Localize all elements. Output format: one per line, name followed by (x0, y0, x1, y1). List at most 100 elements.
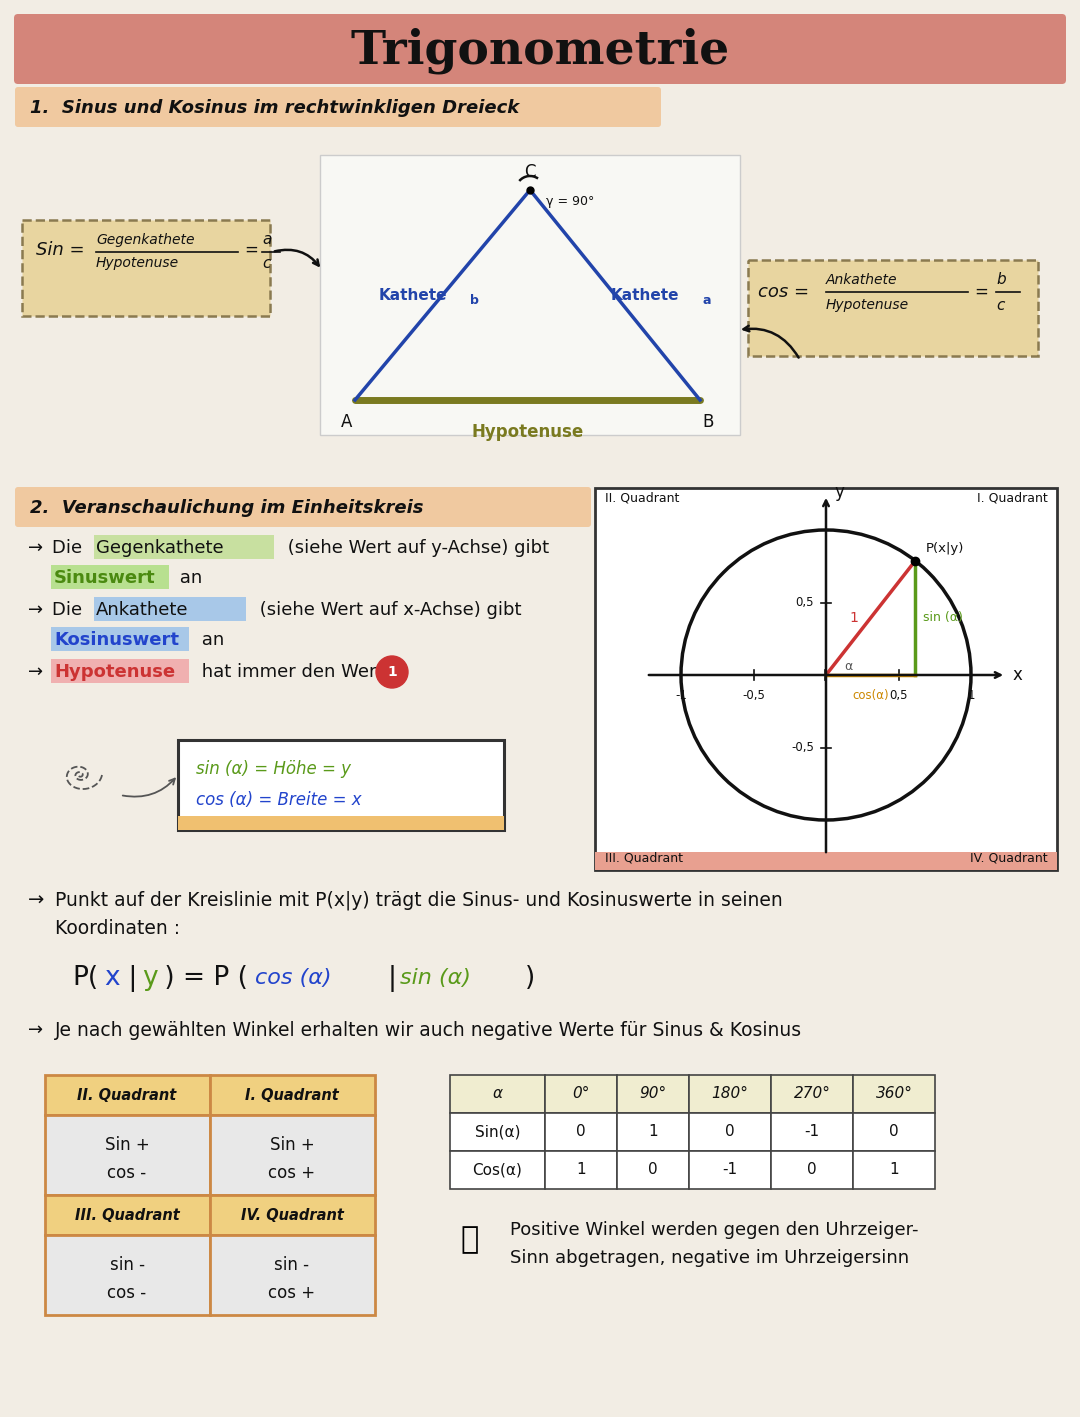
Text: sin -: sin - (274, 1255, 310, 1274)
Text: Kosinuswert: Kosinuswert (54, 631, 179, 649)
Text: Punkt auf der Kreislinie mit P(x|y) trägt die Sinus- und Kosinuswerte in seinen: Punkt auf der Kreislinie mit P(x|y) träg… (55, 890, 783, 910)
Text: II. Quadrant: II. Quadrant (605, 492, 679, 504)
Text: 1.  Sinus und Kosinus im rechtwinkligen Dreieck: 1. Sinus und Kosinus im rechtwinkligen D… (30, 99, 519, 118)
Text: 360°: 360° (876, 1087, 913, 1101)
Bar (545, 1112, 617, 1151)
Text: 90°: 90° (639, 1087, 666, 1101)
Text: III. Quadrant: III. Quadrant (605, 852, 683, 864)
Text: c: c (996, 298, 1004, 313)
Text: 1: 1 (968, 689, 975, 701)
Bar (617, 1112, 689, 1151)
FancyBboxPatch shape (51, 565, 168, 589)
Text: Hypotenuse: Hypotenuse (96, 256, 179, 271)
Text: 1: 1 (648, 1125, 658, 1139)
Text: cos -: cos - (107, 1163, 147, 1182)
Circle shape (376, 656, 408, 689)
Bar (210, 1236, 375, 1315)
Text: -0,5: -0,5 (792, 741, 814, 754)
FancyBboxPatch shape (595, 487, 1057, 870)
Text: cos =: cos = (758, 283, 809, 300)
FancyBboxPatch shape (748, 259, 1038, 356)
Text: ): ) (525, 965, 536, 990)
Text: Sin +: Sin + (270, 1136, 314, 1153)
Bar (210, 1115, 375, 1195)
Text: sin -: sin - (109, 1255, 145, 1274)
Text: 0: 0 (577, 1125, 585, 1139)
Text: (siehe Wert auf y-Achse) gibt: (siehe Wert auf y-Achse) gibt (282, 538, 549, 557)
Text: Ankathete: Ankathete (96, 601, 189, 619)
FancyBboxPatch shape (595, 852, 1057, 870)
FancyBboxPatch shape (178, 740, 504, 830)
Bar (771, 1151, 853, 1189)
Text: Sin =: Sin = (36, 241, 84, 259)
Text: cos -: cos - (107, 1284, 147, 1302)
Text: cos (α) = Breite = x: cos (α) = Breite = x (195, 791, 362, 809)
Text: a: a (703, 293, 712, 306)
Text: 0: 0 (725, 1125, 734, 1139)
Text: Gegenkathete: Gegenkathete (96, 538, 224, 557)
Text: Hypotenuse: Hypotenuse (471, 424, 583, 441)
Text: Kathete: Kathete (611, 288, 679, 302)
FancyBboxPatch shape (15, 86, 661, 128)
Text: Gegenkathete: Gegenkathete (96, 232, 194, 247)
Text: →: → (28, 538, 43, 557)
Text: ) = P (: ) = P ( (156, 965, 248, 990)
Text: 0: 0 (807, 1162, 816, 1178)
FancyBboxPatch shape (178, 816, 504, 830)
Bar (853, 1076, 935, 1112)
Text: 0,5: 0,5 (889, 689, 908, 701)
Bar (450, 1112, 545, 1151)
Text: →: → (28, 890, 44, 910)
Text: Hypotenuse: Hypotenuse (826, 298, 909, 312)
Text: Ankathete: Ankathete (826, 273, 897, 288)
Text: Positive Winkel werden gegen den Uhrzeiger-: Positive Winkel werden gegen den Uhrzeig… (510, 1221, 918, 1238)
Text: Trigonometrie: Trigonometrie (350, 28, 730, 74)
Text: C: C (524, 163, 536, 181)
Text: -0,5: -0,5 (742, 689, 765, 701)
Bar (210, 1195, 375, 1236)
Text: hat immer den Wert: hat immer den Wert (195, 663, 383, 682)
Text: -1: -1 (723, 1162, 738, 1178)
Text: I. Quadrant: I. Quadrant (245, 1087, 339, 1102)
Text: 0: 0 (648, 1162, 658, 1178)
Text: b: b (470, 293, 478, 306)
Bar (45, 1115, 210, 1195)
Text: an: an (174, 570, 202, 587)
Text: 2.  Veranschaulichung im Einheitskreis: 2. Veranschaulichung im Einheitskreis (30, 499, 423, 517)
Text: Die: Die (52, 601, 87, 619)
Text: →: → (28, 1022, 43, 1039)
Text: cos +: cos + (269, 1284, 315, 1302)
Bar (617, 1151, 689, 1189)
Bar (45, 1236, 210, 1315)
Text: y: y (141, 965, 158, 990)
Text: α: α (843, 660, 852, 673)
Text: →: → (28, 601, 43, 619)
Text: x: x (1013, 666, 1023, 684)
Bar (545, 1151, 617, 1189)
Text: 0: 0 (889, 1125, 899, 1139)
Text: II. Quadrant: II. Quadrant (78, 1087, 177, 1102)
Text: Hypotenuse: Hypotenuse (54, 663, 175, 682)
FancyBboxPatch shape (320, 154, 740, 435)
Text: cos(α): cos(α) (852, 689, 889, 701)
Bar (617, 1076, 689, 1112)
Text: γ = 90°: γ = 90° (546, 196, 594, 208)
Text: III. Quadrant: III. Quadrant (75, 1207, 179, 1223)
Text: Kathete: Kathete (378, 288, 447, 302)
Bar (853, 1151, 935, 1189)
Text: (siehe Wert auf x-Achse) gibt: (siehe Wert auf x-Achse) gibt (254, 601, 522, 619)
Bar (450, 1151, 545, 1189)
Text: 0°: 0° (572, 1087, 590, 1101)
Bar (450, 1076, 545, 1112)
Text: 180°: 180° (712, 1087, 748, 1101)
Text: Sin(α): Sin(α) (475, 1125, 521, 1139)
Text: -1: -1 (805, 1125, 820, 1139)
FancyBboxPatch shape (15, 487, 591, 527)
Text: Koordinaten :: Koordinaten : (55, 918, 180, 938)
Text: c: c (262, 255, 270, 271)
Text: 💡: 💡 (460, 1226, 478, 1254)
Bar (689, 1112, 771, 1151)
Text: 1: 1 (889, 1162, 899, 1178)
Text: 1: 1 (387, 665, 396, 679)
Text: A: A (341, 412, 353, 431)
